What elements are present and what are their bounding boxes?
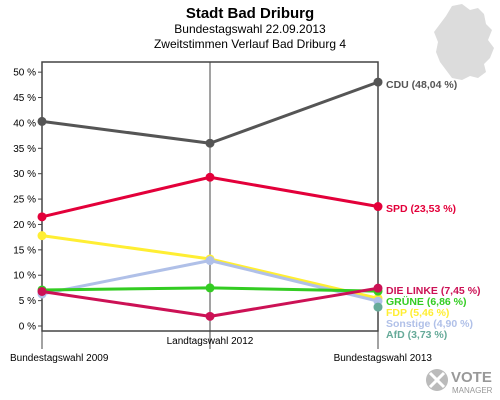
chart-subtitle-1: Bundestagswahl 22.09.2013 [174,22,326,36]
chart-subtitle-2: Zweitstimmen Verlauf Bad Driburg 4 [154,37,346,51]
y-tick-label: 35 % [13,144,36,155]
y-tick-label: 30 % [13,169,36,180]
germany-map-icon [434,4,494,80]
data-point [205,283,215,293]
y-tick-label: 40 % [13,118,36,129]
y-tick-label: 45 % [13,93,36,104]
series-labels: CDU (48,04 %) SPD (23,53 %) FDP (5,46 %)So… [386,79,481,341]
y-tick-label: 10 % [13,271,36,282]
data-point [37,212,47,222]
data-point [37,116,47,126]
y-tick-label: 20 % [13,220,36,231]
x-tick-label: Bundestagswahl 2009 [10,353,109,364]
y-tick-label: 0 % [19,322,36,333]
data-point [373,77,383,87]
data-point [373,302,383,312]
data-point [37,286,47,296]
series-end-label: Sonstige (4,90 %) [386,318,473,330]
series-end-label: SPD (23,53 %) [386,203,456,215]
x-axis: Bundestagswahl 2009 Landtagswahl 2012 Bund… [10,62,432,364]
chart-title: Stadt Bad Driburg [186,5,314,22]
data-point [205,256,215,266]
logo-text-manager: MANAGER [452,386,493,395]
data-point [373,202,383,212]
series-lines [37,77,383,321]
series-end-label: DIE LINKE (7,45 %) [386,285,481,297]
data-point [37,231,47,241]
y-axis: 0 % 5 % 10 % 15 % 20 % 25 % 30 % 35 % 40 % 45 % 50… [13,68,42,333]
series-end-label: AfD (3,73 %) [386,329,447,341]
y-tick-label: 50 % [13,68,36,79]
y-tick-label: 5 % [19,296,36,307]
data-point [205,311,215,321]
logo-text-vote: VOTE [451,369,492,386]
series-end-label: GRÜNE (6,86 %) [386,295,467,308]
y-tick-label: 15 % [13,245,36,256]
vote-manager-logo: VOTE MANAGER [426,369,493,395]
data-point [205,138,215,148]
y-tick-label: 25 % [13,195,36,206]
data-point [373,283,383,293]
x-tick-label: Bundestagswahl 2013 [334,353,433,364]
series-end-label: CDU (48,04 %) [386,79,457,91]
x-tick-label: Landtagswahl 2012 [167,336,254,347]
data-point [205,172,215,182]
series-end-label: FDP (5,46 %) [386,307,449,319]
